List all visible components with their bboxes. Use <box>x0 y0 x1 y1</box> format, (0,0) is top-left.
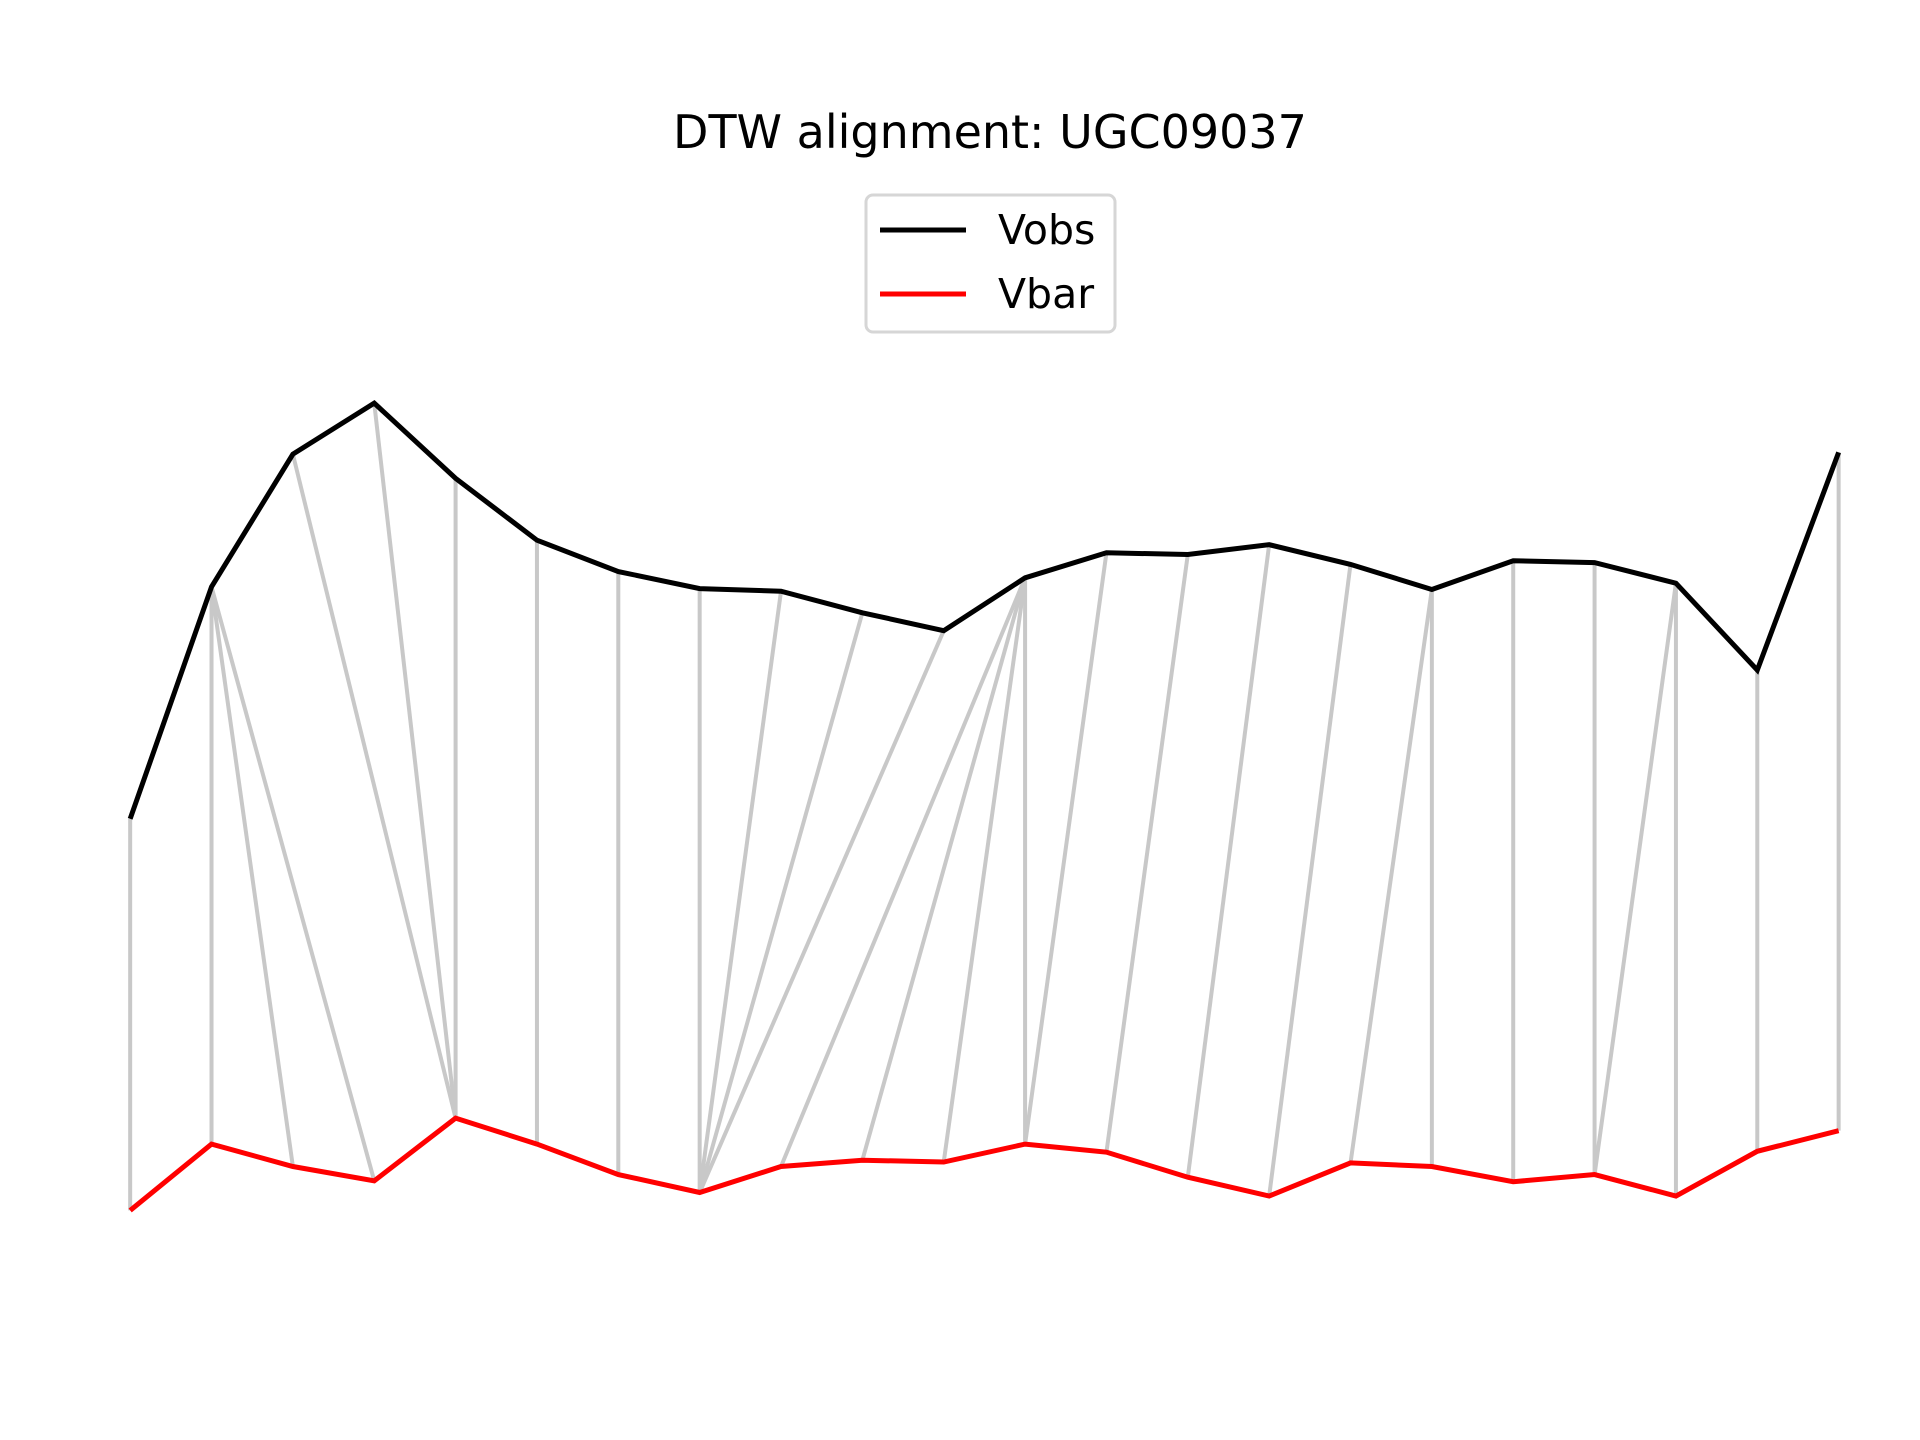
series-line-vbar <box>128 1115 1840 1213</box>
alignment-line-15 <box>941 577 1028 1163</box>
alignment-line-25 <box>1592 582 1678 1175</box>
alignment-line-20 <box>1267 564 1353 1197</box>
alignment-line-18 <box>1104 554 1190 1153</box>
alignment-line-11 <box>697 612 865 1194</box>
alignment-line-4 <box>290 453 458 1119</box>
legend-label-vbar: Vbar <box>998 270 1094 318</box>
alignment-line-10 <box>697 590 783 1193</box>
alignment-line-13 <box>779 577 1027 1168</box>
series-lines <box>127 399 1841 1213</box>
alignment-line-14 <box>860 577 1028 1161</box>
alignment-line-5 <box>372 402 458 1119</box>
alignment-lines <box>128 402 1841 1211</box>
series-line-vobs <box>127 399 1841 820</box>
alignment-line-21 <box>1348 589 1434 1164</box>
alignment-line-2 <box>209 586 295 1167</box>
chart-title: DTW alignment: UGC09037 <box>673 105 1307 159</box>
legend: Vobs Vbar <box>864 193 1117 334</box>
legend-label-vobs: Vobs <box>998 206 1095 254</box>
alignment-line-12 <box>697 629 946 1194</box>
alignment-line-17 <box>1023 552 1109 1145</box>
alignment-line-3 <box>209 586 377 1182</box>
alignment-line-19 <box>1185 544 1272 1178</box>
